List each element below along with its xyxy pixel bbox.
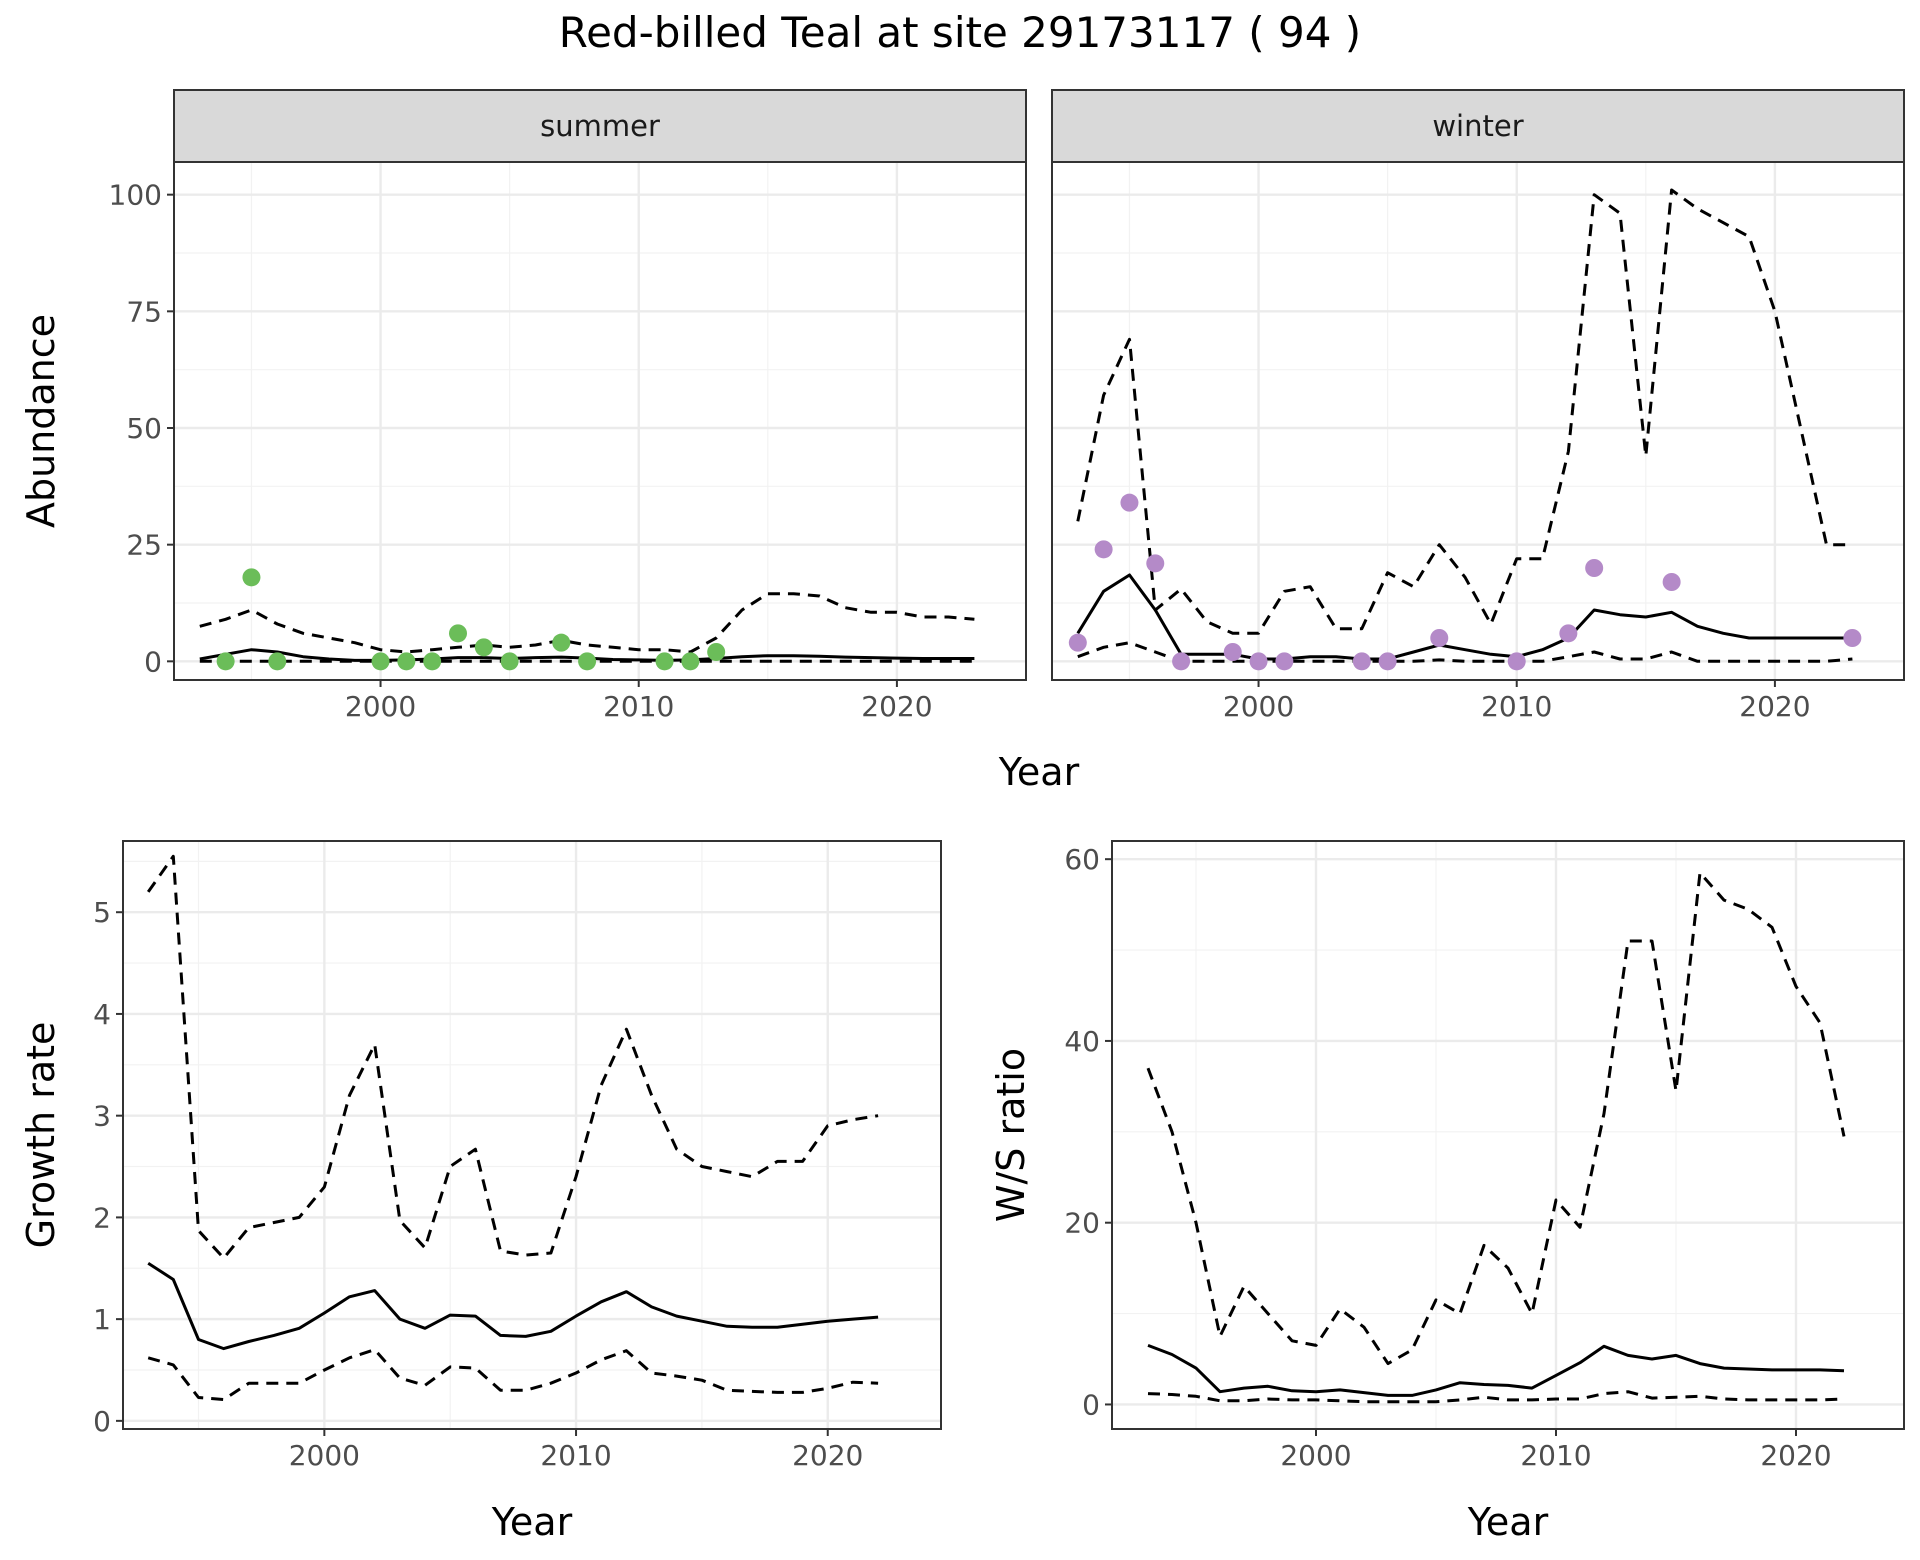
abundance-summer-y-tick-label: 50	[126, 412, 162, 445]
abundance-winter-mean-line	[1076, 573, 1853, 661]
ratio-panel-border	[1111, 840, 1905, 1430]
abundance-summer-x-tick-label: 2000	[345, 690, 416, 723]
abundance-summer-point	[268, 652, 287, 671]
abundance-summer-point	[655, 652, 674, 671]
growth-y-tick-label: 3	[93, 1100, 111, 1133]
growth-upper-line	[146, 854, 879, 1260]
abundance-y-axis-title: Abundance	[19, 314, 63, 528]
growth-y-tick-label: 5	[93, 896, 111, 929]
growth-y-tick-label: 2	[93, 1201, 111, 1234]
abundance-summer-y-tick-label: 25	[126, 529, 162, 562]
points-layer	[216, 493, 1862, 671]
abundance-winter-point	[1843, 629, 1862, 647]
abundance-summer-point	[500, 652, 519, 671]
facet-strip-summer	[173, 89, 1027, 163]
abundance-summer-point	[242, 568, 261, 587]
ratio-y-axis-title: W/S ratio	[989, 1048, 1033, 1222]
abundance-winter-x-tick-label: 2020	[1739, 690, 1810, 723]
growth-y-axis-title: Growth rate	[19, 1022, 63, 1249]
abundance-summer-point	[371, 652, 390, 671]
abundance-summer-point	[216, 652, 235, 671]
ratio-y-tick-label: 40	[1064, 1025, 1100, 1058]
abundance-summer-point	[449, 624, 467, 643]
abundance-winter-point	[1249, 652, 1268, 671]
abundance-summer-point	[397, 652, 416, 671]
growth-x-tick-label: 2000	[289, 1439, 360, 1472]
abundance-summer-x-tick-label: 2010	[603, 690, 674, 723]
abundance-winter-point	[1559, 624, 1578, 643]
abundance-winter-x-tick-label: 2010	[1481, 690, 1552, 723]
abundance-winter-point	[1094, 540, 1113, 559]
growth-y-tick-label: 1	[93, 1303, 111, 1336]
abundance-winter-point	[1275, 652, 1294, 671]
abundance-winter-point	[1378, 652, 1397, 671]
frame-layer	[116, 89, 1905, 1436]
abundance-winter-point	[1352, 652, 1371, 671]
ratio-upper-line	[1146, 871, 1846, 1366]
abundance-winter-point	[1507, 652, 1526, 671]
ratio-y-tick-label: 20	[1064, 1207, 1100, 1240]
abundance-winter-point	[1430, 629, 1449, 647]
ratio-mean-line	[1147, 1343, 1845, 1397]
abundance-winter-point	[1146, 554, 1165, 573]
ratio-x-tick-label: 2020	[1760, 1439, 1831, 1472]
abundance-summer-point	[681, 652, 700, 671]
abundance-winter-panel-border	[1051, 161, 1905, 681]
abundance-summer-y-tick-label: 75	[126, 295, 162, 328]
chart-title: Red-billed Teal at site 29173117 ( 94 )	[558, 8, 1362, 57]
growth-y-tick-label: 0	[93, 1405, 111, 1438]
abundance-summer-point	[474, 638, 493, 657]
abundance-winter-point	[1068, 633, 1087, 652]
growth-mean-line	[147, 1261, 879, 1351]
ratio-x-tick-label: 2000	[1280, 1439, 1351, 1472]
abundance-summer-x-tick-label: 2020	[861, 690, 932, 723]
growth-y-tick-label: 4	[93, 998, 111, 1031]
abundance-summer-y-tick-label: 100	[109, 179, 162, 212]
facet-strip-winter	[1051, 89, 1905, 163]
ratio-x-tick-label: 2010	[1520, 1439, 1591, 1472]
abundance-summer-y-tick-label: 0	[144, 645, 162, 678]
ratio-lower-line	[1147, 1390, 1845, 1404]
abundance-x-axis-title: Year	[998, 750, 1080, 794]
growth-x-axis-title: Year	[491, 1500, 573, 1544]
grid-layer	[123, 162, 1904, 1429]
abundance-winter-point	[1662, 573, 1681, 591]
growth-panel-border	[122, 840, 942, 1430]
abundance-winter-upper-line	[1076, 188, 1853, 635]
growth-lower-line	[147, 1348, 879, 1401]
abundance-summer-point	[423, 652, 442, 671]
abundance-winter-point	[1120, 493, 1139, 512]
growth-x-tick-label: 2020	[792, 1439, 863, 1472]
ratio-y-tick-label: 60	[1064, 843, 1100, 876]
abundance-summer-point	[707, 643, 726, 661]
abundance-winter-point	[1172, 652, 1191, 671]
abundance-winter-point	[1223, 643, 1242, 661]
abundance-winter-x-tick-label: 2000	[1223, 690, 1294, 723]
abundance-summer-panel-border	[173, 161, 1027, 681]
abundance-summer-point	[552, 633, 571, 652]
ratio-y-tick-label: 0	[1082, 1388, 1100, 1421]
facet-strip-label-winter: winter	[1432, 109, 1523, 143]
abundance-winter-lower-line	[1077, 641, 1853, 663]
growth-x-tick-label: 2010	[540, 1439, 611, 1472]
ratio-x-axis-title: Year	[1467, 1500, 1549, 1544]
abundance-winter-point	[1585, 559, 1604, 577]
abundance-summer-point	[578, 652, 597, 671]
facet-strip-label-summer: summer	[540, 109, 660, 143]
